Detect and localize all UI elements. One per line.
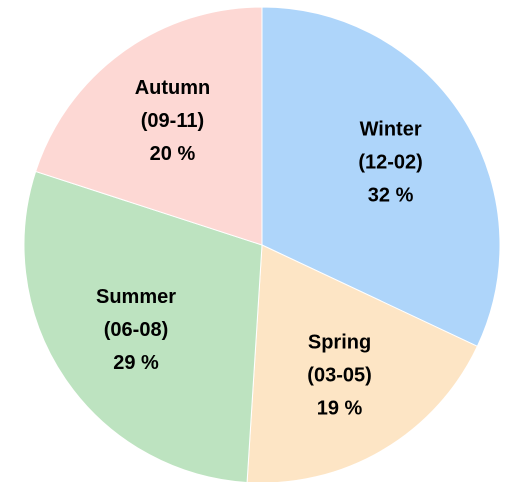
slice-value: 32 %: [368, 185, 414, 207]
slice-label: Autumn: [135, 77, 211, 99]
slice-label: Summer: [96, 286, 176, 308]
slice-range: (03-05): [307, 364, 371, 386]
slice-label: Spring: [308, 331, 371, 353]
slice-value: 29 %: [113, 352, 159, 374]
pie-slice: [261, 6, 501, 348]
slice-label: Winter: [360, 119, 422, 141]
slice-range: (06-08): [104, 319, 168, 341]
slice-range: (09-11): [141, 110, 204, 132]
slice-range: (12-02): [358, 152, 422, 174]
slice-value: 19 %: [317, 397, 363, 419]
pie-slice: [246, 244, 479, 482]
slice-value: 20 %: [150, 143, 196, 165]
pie-slice: [35, 6, 263, 246]
pie-slice: [23, 170, 263, 482]
